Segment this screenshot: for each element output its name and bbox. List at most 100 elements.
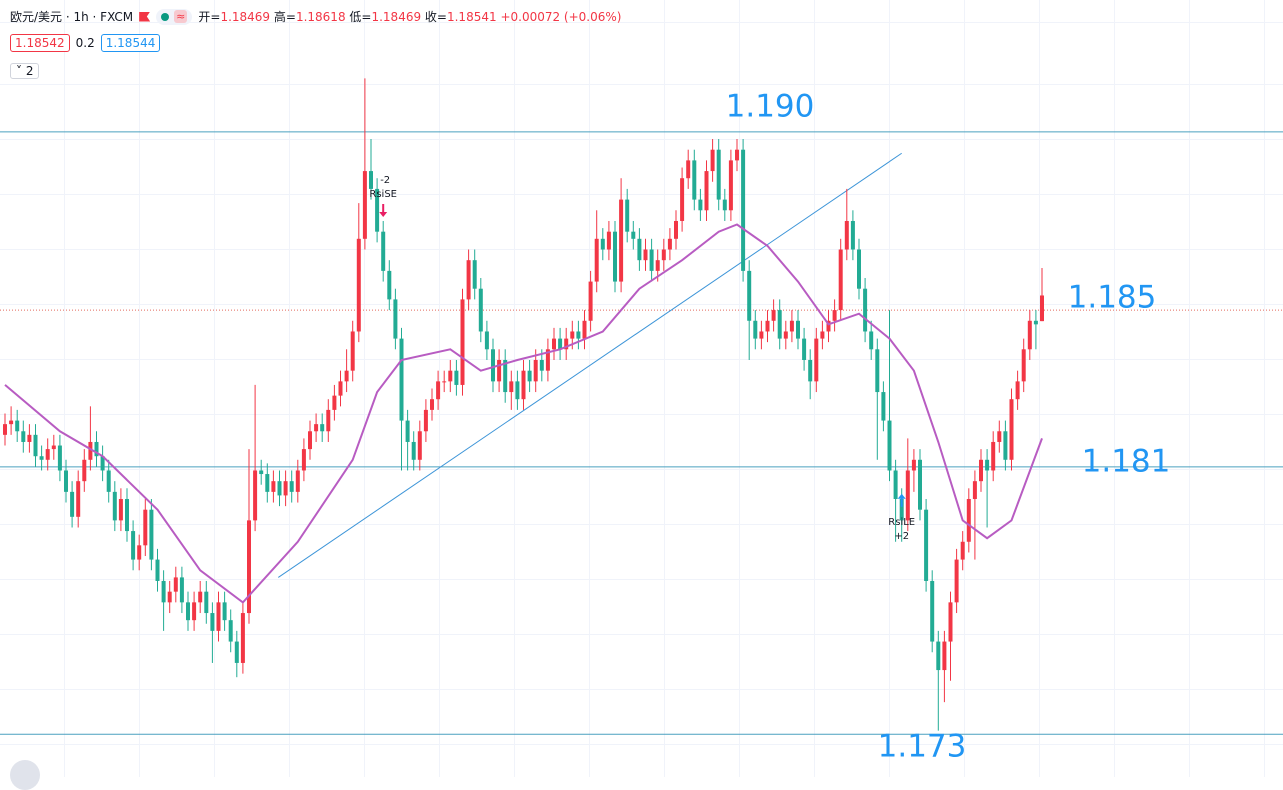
candle-body [497,359,502,382]
candle-body [411,441,416,460]
candle-body [57,445,62,471]
level-label: 1.173 [878,729,967,765]
candle-body [777,310,782,339]
candle-body [735,149,739,161]
candle-body [295,470,300,492]
candle-body [692,160,697,200]
candle-body [15,420,20,432]
level-label: 1.185 [1068,280,1157,316]
candle-body [448,370,453,382]
ohlc-label: 开= [198,10,221,24]
candle-body [350,331,355,371]
collapse-button[interactable]: ˅ 2 [10,63,40,79]
candle-body [1015,381,1020,400]
flag-icon[interactable] [139,11,151,22]
candle-body [399,338,404,421]
candle-body [850,220,855,250]
candle-body [558,338,563,350]
candle-body [125,498,129,532]
candle-body [576,331,581,339]
candle-body [131,531,136,560]
candle-body [198,591,203,603]
candle-body [186,602,190,621]
candle-body [704,171,709,211]
candle-body [832,310,837,321]
candle-body [64,470,68,492]
sell-button[interactable]: 1.18542 [10,34,70,52]
candle-body [210,613,215,631]
candle-body [564,338,569,350]
trade-row: 1.18542 0.2 1.18544 [10,34,161,52]
collapse-row: ˅ 2 [10,63,40,79]
logo[interactable] [10,760,40,790]
buy-button[interactable]: 1.18544 [100,34,161,52]
candle-body [137,545,142,560]
candle-body [369,171,373,189]
candle-body [228,620,233,642]
candle-body [509,381,514,393]
candle-body [204,591,209,614]
candle-body [655,260,660,271]
candle-body [503,359,508,393]
candle-body [21,431,26,442]
candle-body [179,577,184,603]
candle-body [436,381,441,400]
candle-body [1003,431,1008,460]
candle-body [167,591,172,603]
candle-body [234,641,239,663]
candle-body [1009,399,1014,460]
candle-body [960,541,965,560]
candle-body [863,288,868,332]
candle-body [667,238,672,250]
candle-body [649,249,654,271]
candle-body [924,509,929,581]
candle-body [417,431,422,460]
candle-body [301,449,306,471]
candle-body [893,470,898,499]
change: +0.00072 (+0.06%) [500,10,622,24]
candle-body [869,331,874,350]
candle-body [588,281,593,321]
candle-body [94,441,99,457]
candle-body [277,481,282,496]
candle-body [759,331,764,339]
candle-body [253,470,258,521]
ohlc: 开=1.18469 高=1.18618 低=1.18469 收=1.18541 … [198,8,621,25]
status-pill[interactable]: ≈ [156,8,193,25]
candle-body [320,424,325,432]
candle-body [674,220,678,239]
candle-body [802,338,807,360]
candle-body [539,359,544,371]
candle-body [521,370,526,400]
candle-body [3,424,7,435]
candle-body [149,509,154,560]
candle-body [314,424,319,432]
candle-body [643,249,648,261]
candle-body [308,431,312,450]
candle-body [594,238,599,282]
candle-body [362,171,367,239]
candle-body [728,160,733,211]
candle-body [875,349,880,393]
signal-name: RsiLE [888,517,915,528]
candle-body [826,320,831,332]
moving-average [4,223,1043,604]
legend-row: 欧元/美元 · 1h · FXCM ≈ 开=1.18469 高=1.18618 … [10,8,621,25]
signal-arrow [379,203,388,217]
candle-body [936,641,941,671]
candle-body [491,349,495,382]
candle-body [619,199,624,282]
candle-body [954,559,959,603]
candle-body [844,220,849,250]
candle-body [9,420,14,425]
candle-body [332,395,337,410]
candle-body [979,459,983,482]
candle-body [582,320,587,339]
ohlc-label: 高= [273,10,296,24]
candle-body [930,580,935,642]
candle-body [155,559,160,581]
candle-body [100,456,105,471]
